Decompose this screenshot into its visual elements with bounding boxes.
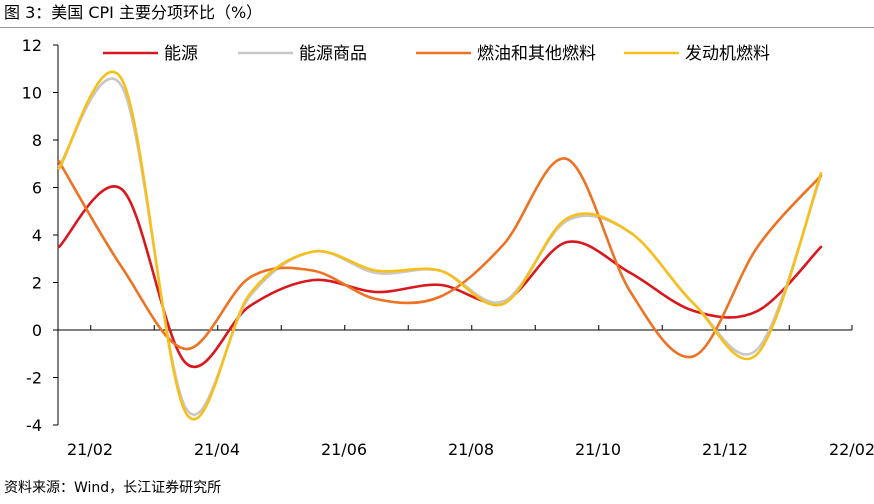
series-line-2 <box>57 157 823 359</box>
legend-label-1: 能源商品 <box>299 44 367 64</box>
legend: 能源 能源商品 燃油和其他燃料 发动机燃料 <box>103 44 770 64</box>
legend-label-3: 发动机燃料 <box>685 44 770 64</box>
y-tick-label: 4 <box>32 226 42 245</box>
y-tick-label: 8 <box>32 131 42 150</box>
x-tick-label: 21/12 <box>702 440 748 459</box>
series-layer <box>57 70 823 421</box>
y-tick-label: 10 <box>22 84 42 103</box>
title-divider <box>0 27 874 28</box>
y-tick-label: 12 <box>22 36 42 55</box>
y-tick-label: -4 <box>26 416 42 435</box>
y-tick-label: 2 <box>32 274 42 293</box>
y-tick-label: 0 <box>32 321 42 340</box>
legend-label-0: 能源 <box>164 44 198 64</box>
legend-label-2: 燃油和其他燃料 <box>477 44 596 64</box>
figure-source: 资料来源：Wind，长江证券研究所 <box>4 480 222 496</box>
y-axis: -4 -2 0 2 4 6 8 10 12 <box>22 36 59 435</box>
x-axis: 21/02 21/04 21/06 21/08 21/10 21/12 22/02 <box>58 325 874 459</box>
x-tick-label: 22/02 <box>829 440 874 459</box>
series-line-3 <box>57 70 823 421</box>
x-tick-label: 21/02 <box>67 440 113 459</box>
figure-title: 图 3：美国 CPI 主要分项环比（%） <box>4 3 263 22</box>
x-tick-label: 21/10 <box>575 440 621 459</box>
y-tick-label: 6 <box>32 179 42 198</box>
series-line-0 <box>57 185 823 368</box>
x-tick-label: 21/04 <box>194 440 240 459</box>
y-tick-label: -2 <box>26 369 42 388</box>
x-tick-label: 21/06 <box>321 440 367 459</box>
x-tick-label: 21/08 <box>448 440 494 459</box>
